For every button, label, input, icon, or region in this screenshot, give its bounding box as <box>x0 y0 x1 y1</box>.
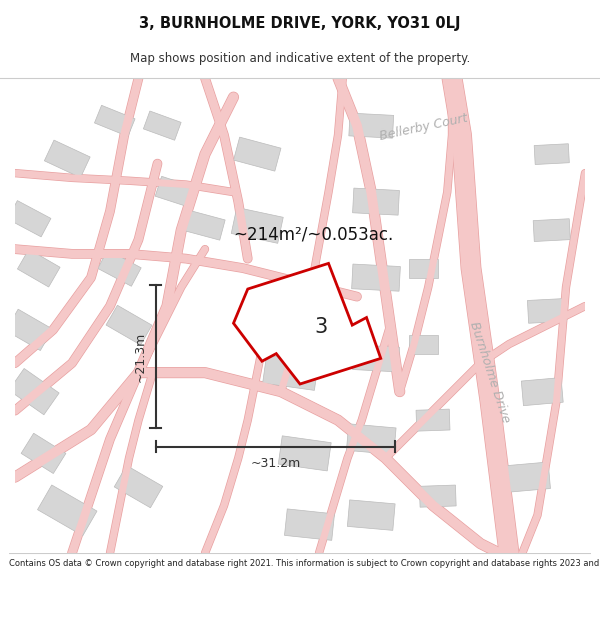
Bar <box>346 424 396 454</box>
Text: 3, BURNHOLME DRIVE, YORK, YO31 0LJ: 3, BURNHOLME DRIVE, YORK, YO31 0LJ <box>139 16 461 31</box>
Text: 3: 3 <box>314 317 328 337</box>
Bar <box>114 466 163 508</box>
Bar <box>416 409 450 431</box>
Bar <box>284 509 335 541</box>
Text: ~31.2m: ~31.2m <box>250 458 301 471</box>
Bar <box>6 309 53 351</box>
Bar <box>231 208 283 243</box>
Text: ~214m²/~0.053ac.: ~214m²/~0.053ac. <box>233 226 394 244</box>
Bar <box>94 105 135 136</box>
Bar <box>353 188 400 215</box>
Bar <box>44 140 90 177</box>
Bar <box>263 355 319 391</box>
Bar <box>98 250 141 286</box>
Bar <box>534 144 569 164</box>
Bar <box>8 201 51 237</box>
Bar <box>17 249 60 287</box>
Bar <box>185 211 225 240</box>
Bar <box>143 111 181 140</box>
Bar <box>527 299 566 323</box>
Bar <box>409 259 438 278</box>
Bar <box>247 289 296 323</box>
Bar <box>106 305 152 345</box>
Text: Bellerby Court: Bellerby Court <box>378 112 469 143</box>
Bar <box>347 500 395 531</box>
Polygon shape <box>233 263 381 384</box>
Bar <box>353 345 400 372</box>
Bar <box>533 219 571 241</box>
Bar <box>38 485 97 536</box>
Bar <box>9 369 59 415</box>
Bar <box>233 137 281 171</box>
Bar <box>506 462 550 492</box>
Text: Map shows position and indicative extent of the property.: Map shows position and indicative extent… <box>130 52 470 65</box>
Bar <box>349 113 394 138</box>
Bar <box>21 433 66 474</box>
Bar <box>155 176 198 208</box>
Bar <box>352 264 400 291</box>
Bar <box>419 485 456 508</box>
Text: Burnholme Drive: Burnholme Drive <box>467 321 512 425</box>
Bar <box>521 378 563 406</box>
Bar <box>409 334 438 354</box>
Bar <box>278 436 331 471</box>
Text: Contains OS data © Crown copyright and database right 2021. This information is : Contains OS data © Crown copyright and d… <box>9 559 600 568</box>
Text: ~21.3m: ~21.3m <box>134 331 147 382</box>
